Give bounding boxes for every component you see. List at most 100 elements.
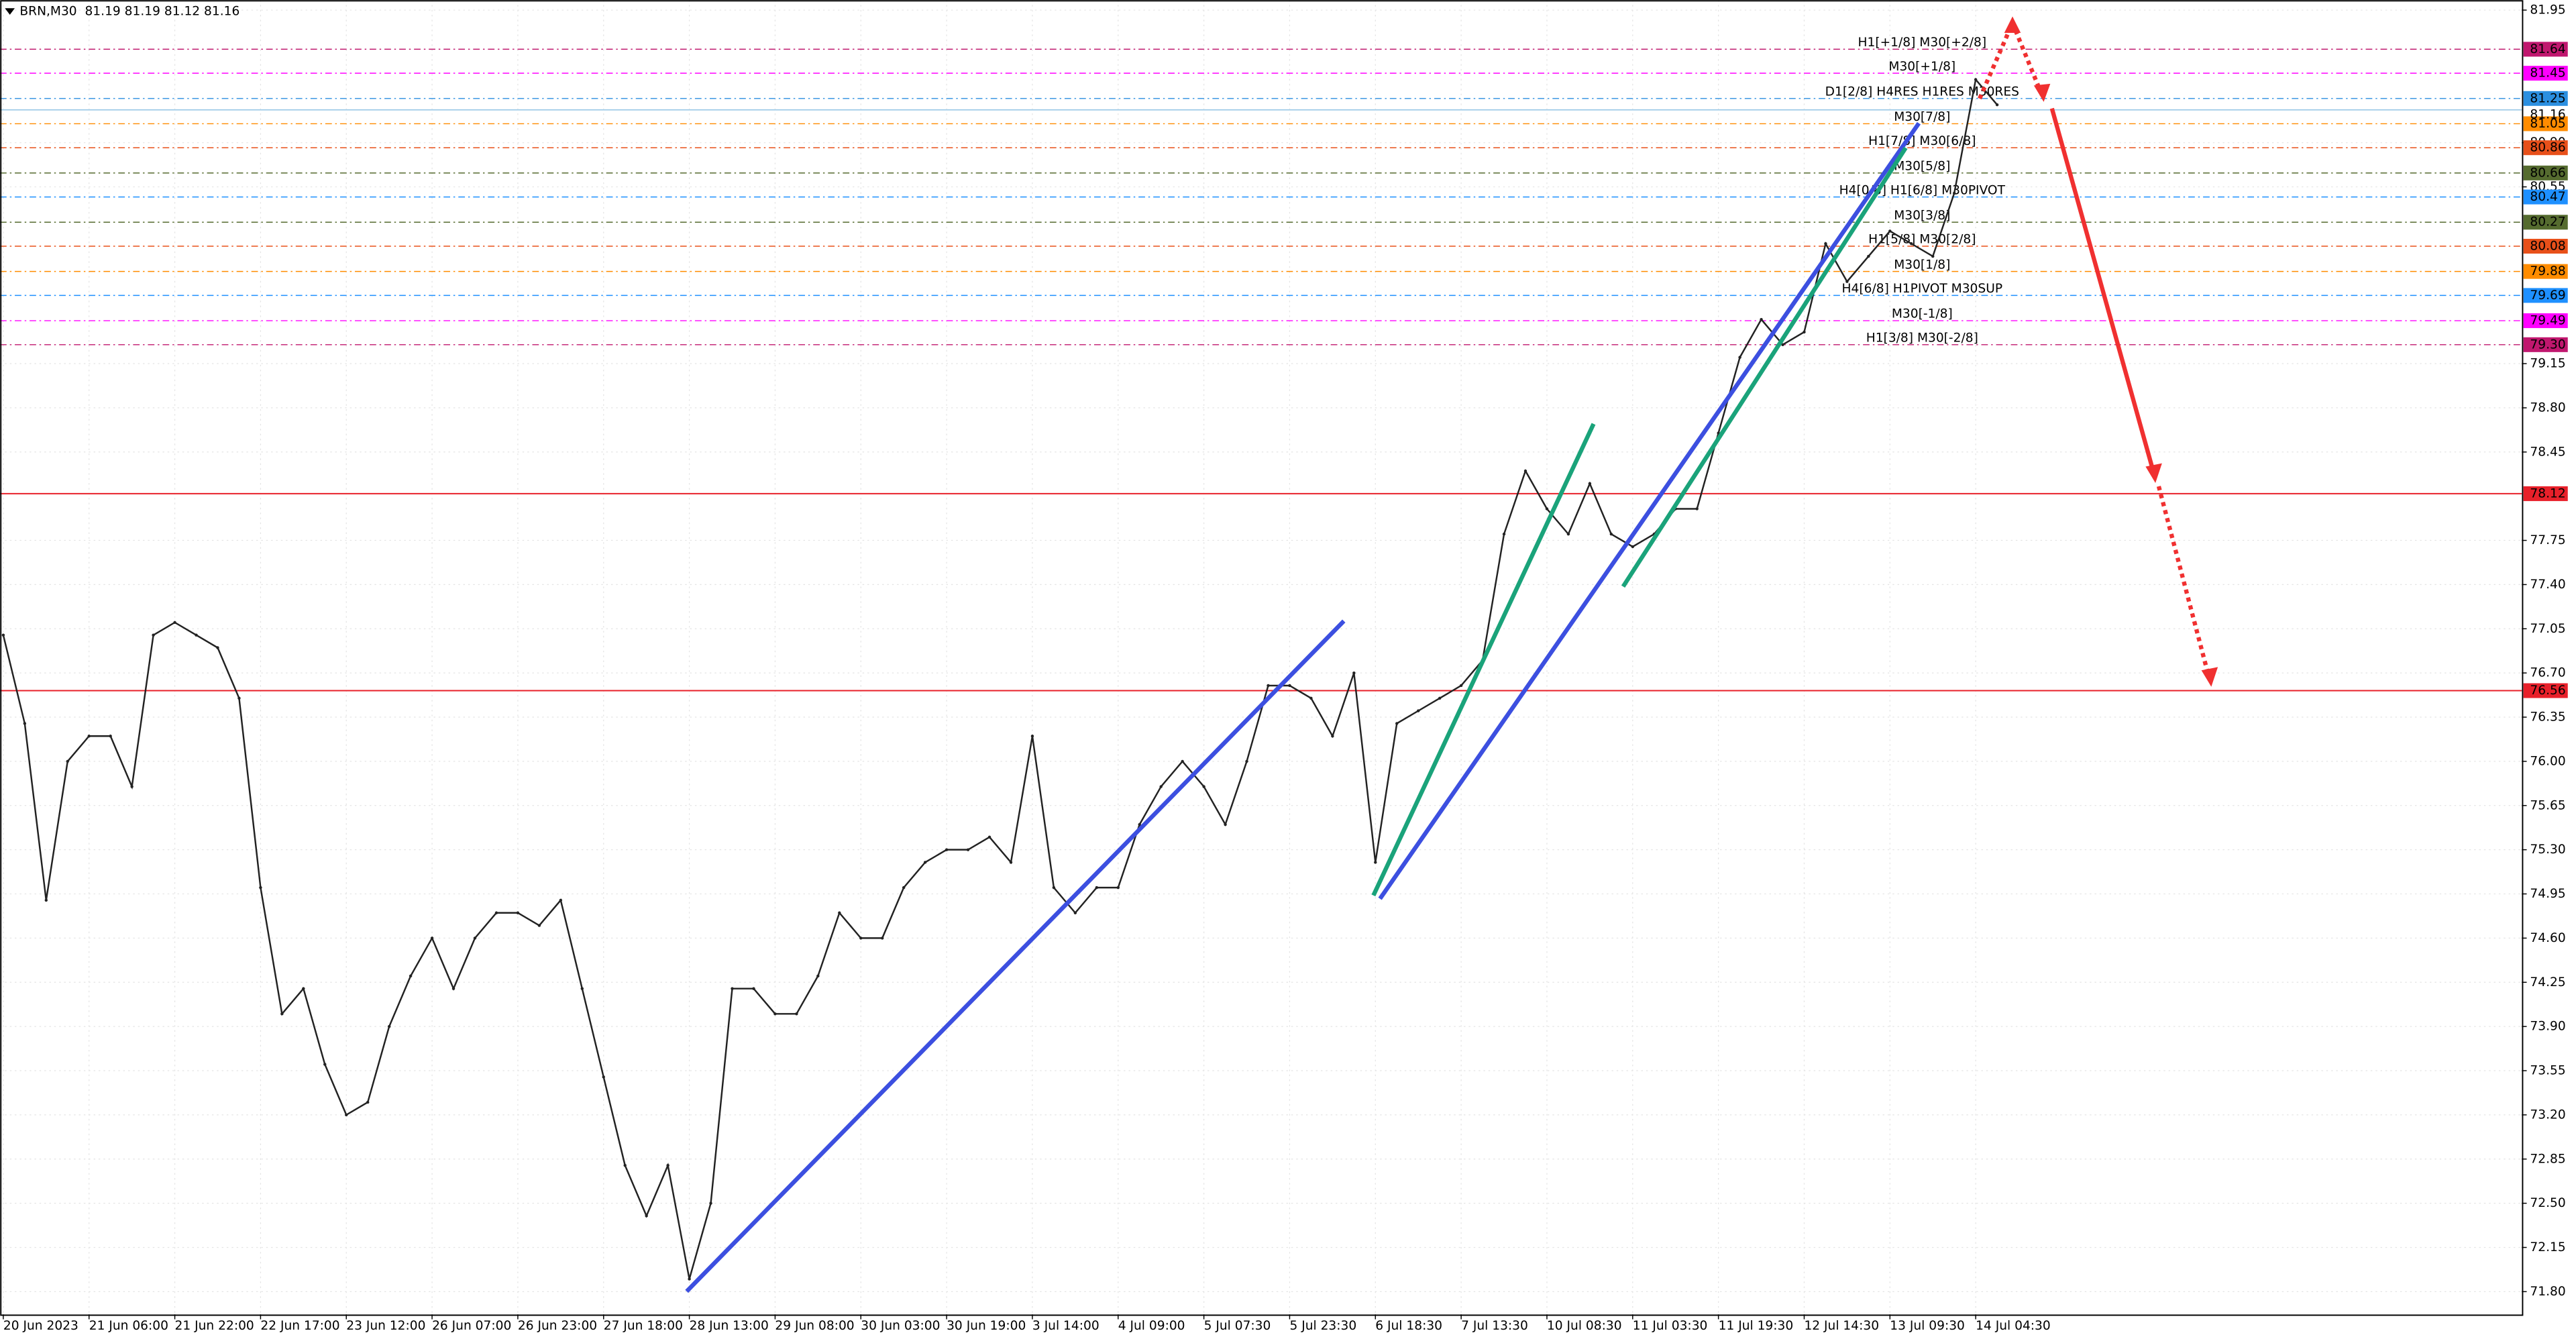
price-tag <box>2523 189 2568 205</box>
price-point <box>1888 229 1892 233</box>
price-point <box>1523 469 1527 473</box>
level-label: H1[7/8] M30[6/8] <box>1868 134 1976 148</box>
price-point <box>537 924 541 927</box>
drawings <box>685 16 2218 1293</box>
price-point <box>1374 861 1377 864</box>
price-point <box>1138 822 1141 826</box>
price-point <box>109 735 112 738</box>
price-tag <box>2523 91 2568 106</box>
arrow-head <box>2033 83 2051 102</box>
price-point <box>987 835 991 839</box>
grid <box>0 0 2522 1315</box>
price-tag-label: 79.49 <box>2530 314 2565 328</box>
y-tick-label: 77.75 <box>2530 533 2565 547</box>
price-tag-label: 80.66 <box>2530 166 2565 180</box>
price-point <box>173 621 176 625</box>
price-point <box>473 936 477 940</box>
x-tick-label: 11 Jul 19:30 <box>1719 1319 1794 1333</box>
level-label: M30[1/8] <box>1894 258 1950 272</box>
price-point <box>1052 886 1056 890</box>
price-tag-label: 81.25 <box>2530 91 2565 105</box>
level-label: H1[5/8] M30[2/8] <box>1868 233 1976 247</box>
price-point <box>1824 242 1827 246</box>
y-tick-label: 77.05 <box>2530 622 2565 636</box>
x-tick-label: 23 Jun 12:00 <box>346 1319 425 1333</box>
price-point <box>1845 280 1849 283</box>
price-point <box>902 886 906 890</box>
price-point <box>1309 696 1313 700</box>
price-point <box>1760 317 1763 321</box>
price-tag <box>2523 264 2568 279</box>
price-tag <box>2523 165 2568 180</box>
price-point <box>1288 684 1291 688</box>
level-label: H1[+1/8] M30[+2/8] <box>1858 36 1986 50</box>
price-point <box>1803 330 1806 334</box>
price-point <box>752 987 755 990</box>
price-point <box>645 1214 648 1218</box>
price-point <box>345 1113 348 1117</box>
price-point <box>1459 684 1463 688</box>
plot-frame <box>0 0 2524 1316</box>
price-point <box>559 898 563 902</box>
price-point <box>216 646 219 649</box>
x-tick-label: 26 Jun 23:00 <box>518 1319 597 1333</box>
y-tick-label: 77.40 <box>2530 578 2565 592</box>
price-point <box>859 936 863 940</box>
price-point <box>280 1012 284 1016</box>
price-tag-label: 80.86 <box>2530 141 2565 155</box>
price-point <box>430 936 434 940</box>
level-label: M30[-1/8] <box>1892 307 1953 321</box>
price-point <box>838 911 841 914</box>
price-point <box>709 1201 712 1205</box>
x-tick-label: 22 Jun 17:00 <box>260 1319 339 1333</box>
price-tag-label: 81.05 <box>2530 117 2565 131</box>
price-tag-label: 80.27 <box>2530 215 2565 229</box>
price-point <box>1545 507 1549 511</box>
x-tick-label: 29 Jun 08:00 <box>775 1319 854 1333</box>
price-tag-label: 79.69 <box>2530 288 2565 303</box>
level-label: M30[3/8] <box>1894 209 1950 223</box>
price-tag <box>2523 140 2568 156</box>
price-tag <box>2523 313 2568 329</box>
price-point <box>580 987 584 990</box>
price-tag <box>2523 215 2568 230</box>
level-label: M30[7/8] <box>1894 110 1950 124</box>
y-tick-label: 71.80 <box>2530 1285 2565 1299</box>
price-point <box>237 696 241 700</box>
x-tick-label: 11 Jul 03:30 <box>1633 1319 1708 1333</box>
current-price-label: 81.16 <box>2530 108 2565 122</box>
price-point <box>1202 785 1205 788</box>
x-tick-label: 3 Jul 14:00 <box>1032 1319 1099 1333</box>
price-point <box>1073 911 1077 914</box>
x-tick-label: 27 Jun 18:00 <box>604 1319 683 1333</box>
x-tick-label: 26 Jun 07:00 <box>432 1319 511 1333</box>
price-point <box>1566 532 1570 536</box>
forecast-arrow <box>2049 107 2156 474</box>
price-point <box>451 987 455 990</box>
price-point <box>87 735 91 738</box>
price-point <box>1267 684 1270 688</box>
price-tag <box>2523 238 2568 254</box>
price-point <box>602 1075 605 1079</box>
price-point <box>881 936 884 940</box>
price-tag <box>2523 288 2568 303</box>
level-label: H4[0/8] H1[6/8] M30PIVOT <box>1839 183 2006 197</box>
price-point <box>259 886 262 890</box>
price-point <box>666 1163 669 1167</box>
y-tick-label: 74.60 <box>2530 931 2565 945</box>
x-tick-label: 28 Jun 13:00 <box>690 1319 769 1333</box>
price-tag-label: 79.88 <box>2530 264 2565 278</box>
price-point <box>516 911 520 914</box>
y-tick-label: 79.15 <box>2530 357 2565 371</box>
trend-line <box>1378 121 1921 900</box>
level-label: M30[5/8] <box>1894 160 1950 174</box>
x-tick-label: 5 Jul 23:30 <box>1289 1319 1356 1333</box>
price-point <box>302 987 305 990</box>
price-point <box>1738 356 1741 359</box>
price-tag <box>2523 66 2568 81</box>
price-point <box>1502 532 1506 536</box>
price-point <box>773 1012 777 1016</box>
x-tick-label: 5 Jul 07:30 <box>1204 1319 1271 1333</box>
